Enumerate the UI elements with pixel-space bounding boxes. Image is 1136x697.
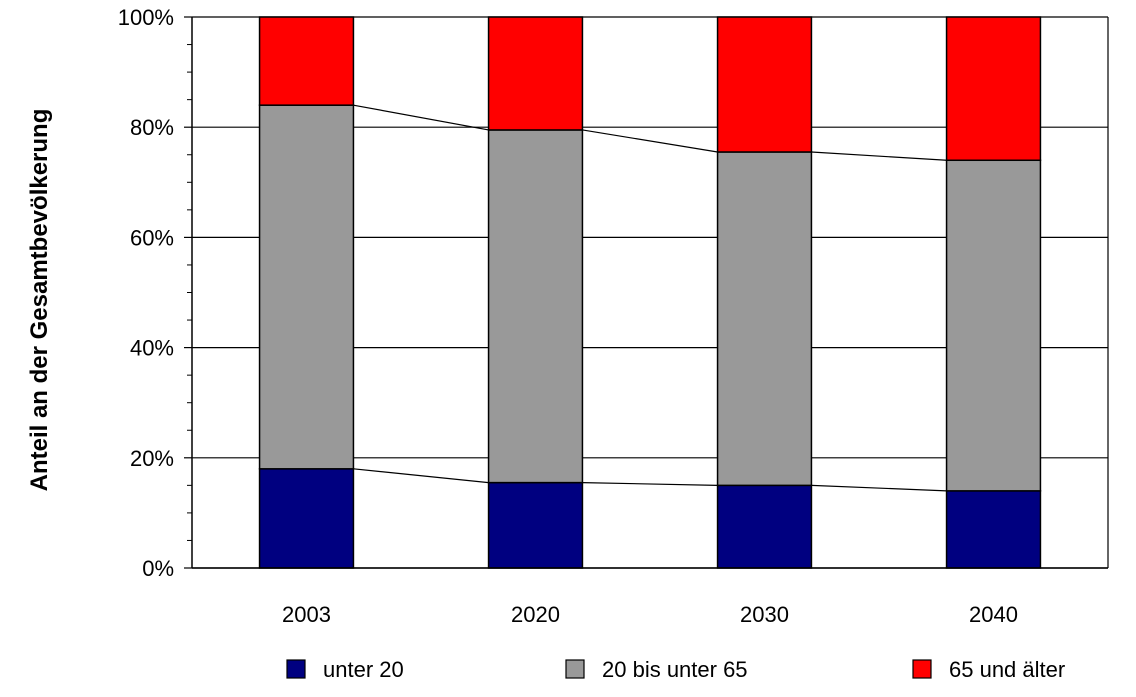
y-axis-title-container: Anteil an der Gesamtbevölkerung xyxy=(20,60,60,540)
bar-segment xyxy=(487,481,584,569)
bar-segment xyxy=(258,104,355,470)
bar-segment xyxy=(716,484,813,569)
legend-swatch xyxy=(286,659,306,679)
legend-label: 65 und älter xyxy=(949,657,1065,682)
x-tick-label: 2003 xyxy=(282,602,331,627)
legend-label: 20 bis unter 65 xyxy=(602,657,748,682)
y-tick-label: 40% xyxy=(130,336,174,361)
bar-segment xyxy=(945,159,1042,492)
y-tick-label: 0% xyxy=(142,556,174,581)
series-connector-line xyxy=(582,481,718,486)
series-connector-line xyxy=(353,468,489,484)
series-connector-line xyxy=(582,129,718,153)
bar-segment xyxy=(487,129,584,484)
y-tick-label: 60% xyxy=(130,225,174,250)
y-tick-label: 80% xyxy=(130,115,174,140)
y-axis-title: Anteil an der Gesamtbevölkerung xyxy=(26,108,53,492)
bar-segment xyxy=(258,468,355,569)
x-tick-label: 2040 xyxy=(969,602,1018,627)
legend-swatch xyxy=(912,659,932,679)
series-connector-line xyxy=(811,151,947,161)
x-tick-label: 2020 xyxy=(511,602,560,627)
bar-segment xyxy=(258,16,355,106)
bar-segment xyxy=(945,16,1042,162)
legend-label: unter 20 xyxy=(323,657,404,682)
y-tick-label: 100% xyxy=(118,5,174,30)
series-connector-line xyxy=(811,484,947,492)
y-tick-label: 20% xyxy=(130,446,174,471)
x-tick-label: 2030 xyxy=(740,602,789,627)
bar-segment xyxy=(487,16,584,131)
series-connector-line xyxy=(353,104,489,131)
bar-segment xyxy=(945,490,1042,569)
bar-segment xyxy=(716,151,813,487)
legend-swatch xyxy=(565,659,585,679)
bar-segment xyxy=(716,16,813,153)
